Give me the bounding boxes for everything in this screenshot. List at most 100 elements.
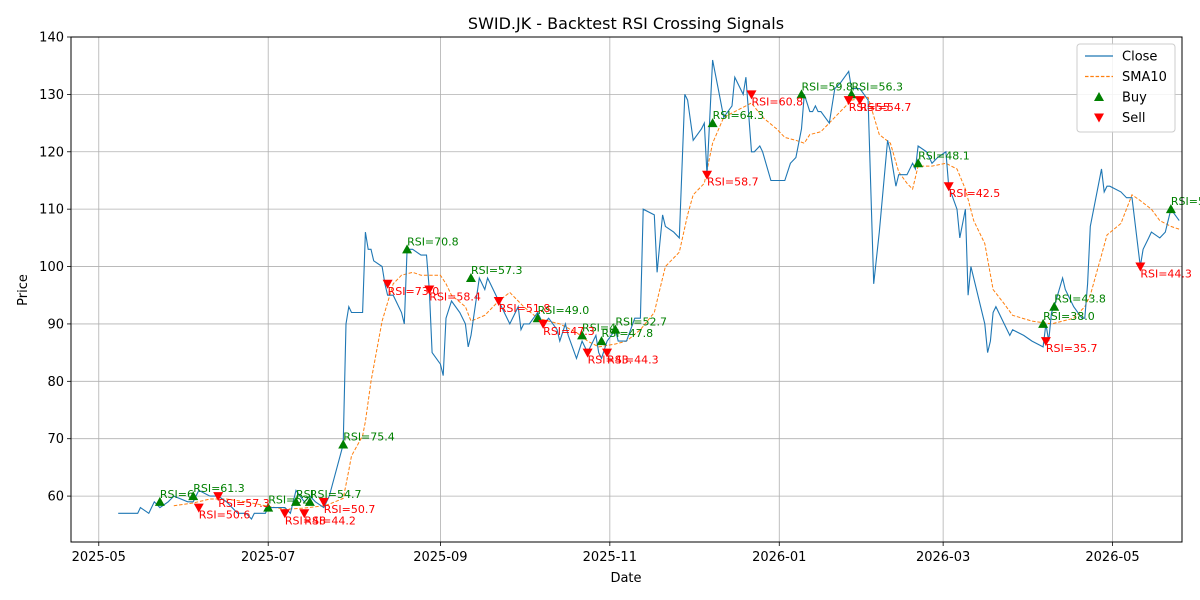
y-tick-label: 100 (39, 260, 64, 275)
sell-marker (854, 96, 865, 106)
close-line (118, 59, 1180, 520)
sell-label: RSI=43. (588, 354, 633, 367)
buy-label: RSI=48.1 (918, 149, 970, 162)
y-tick-label: 140 (39, 31, 64, 46)
buy-marker (402, 244, 413, 254)
buy-label: RSI=59.8 (801, 80, 853, 93)
sell-label: RSI=54.7 (860, 101, 912, 114)
buy-marker (1038, 318, 1049, 328)
buy-marker (1049, 301, 1060, 311)
buy-label: RSI=61.3 (193, 482, 245, 495)
buy-marker (338, 439, 349, 449)
buy-label: RSI=75.4 (343, 430, 395, 443)
buy-marker (796, 89, 807, 99)
buy-label: RSI=4 (582, 321, 616, 334)
sell-marker (538, 319, 549, 329)
sell-marker (602, 348, 613, 358)
sell-marker (193, 503, 204, 513)
y-tick-label: 80 (47, 375, 64, 390)
x-axis-label: Date (610, 571, 641, 586)
buy-marker (154, 496, 165, 506)
y-tick-label: 70 (47, 432, 64, 447)
series-layer (118, 59, 1180, 520)
sell-marker (299, 509, 310, 519)
sell-marker (1135, 262, 1146, 272)
y-tick-label: 130 (39, 88, 64, 103)
buy-label: RSI=49.0 (538, 304, 590, 317)
x-tick-label: 2025-05 (72, 550, 126, 565)
chart-title: SWID.JK - Backtest RSI Crossing Signals (468, 14, 784, 33)
y-tick-label: 110 (39, 203, 64, 218)
sma10-line (173, 96, 1180, 510)
buy-label: RSI=52.7 (615, 316, 667, 329)
sell-marker (382, 279, 393, 289)
buy-label: RSI=43.8 (1054, 293, 1106, 306)
axes: 60 70 80 90 100 110 120 130 140 2025-05 2025-07 202… (39, 31, 1140, 566)
x-tick-label: 2025-11 (583, 550, 637, 565)
sell-label: RSI=50.7 (324, 503, 376, 516)
buy-label: RSI=47.8 (602, 327, 654, 340)
sell-marker (424, 285, 435, 295)
sell-label: RSI=60.8 (751, 95, 803, 108)
sell-marker (213, 492, 224, 502)
buy-marker (577, 330, 588, 340)
y-tick-label: 60 (47, 490, 64, 505)
x-tick-label: 2025-07 (241, 550, 295, 565)
y-tick-label: 120 (39, 145, 64, 160)
buy-marker (263, 502, 274, 512)
buy-label: RSI=57.3 (471, 264, 523, 277)
grid (71, 36, 1182, 542)
sell-label: RSI=44.3 (607, 354, 659, 367)
sell-marker (582, 348, 593, 358)
sell-marker (318, 497, 329, 507)
sell-label: RSI=57.3 (218, 497, 270, 510)
buy-marker (913, 158, 924, 168)
sell-label: RSI=47.3 (543, 325, 595, 338)
buy-label: RSI=56.1 (1171, 195, 1200, 208)
buy-label: RSI=38.0 (1043, 310, 1095, 323)
x-tick-label: 2026-05 (1085, 550, 1139, 565)
legend-label: Close (1122, 50, 1157, 65)
buy-marker (188, 491, 199, 501)
sell-label: RSI=35.7 (1046, 342, 1098, 355)
buy-marker (304, 496, 315, 506)
legend-swatch-buy (1094, 92, 1104, 101)
sell-label: RSI=51.8 (499, 302, 551, 315)
buy-label: RSI=64.3 (713, 109, 765, 122)
buy-marker (707, 118, 718, 128)
sell-label: RSI=44.2 (304, 514, 356, 527)
legend-swatch-sell (1094, 113, 1104, 123)
x-tick-label: 2025-09 (413, 550, 467, 565)
buy-label: RSI (296, 488, 314, 501)
buy-label: RSI=56.3 (851, 80, 903, 93)
legend: Close SMA10 Buy Sell (1076, 43, 1176, 133)
signal-markers: RSI=6 RSI=61.3RSI=52RSIRSI=54.7RSI=75.4RS… (154, 80, 1200, 527)
sell-label: RSI=42.5 (949, 187, 1001, 200)
sell-marker (746, 90, 757, 100)
sell-label: RSI=58.7 (707, 176, 759, 189)
sell-marker (493, 296, 504, 306)
x-tick-label: 2026-03 (916, 550, 970, 565)
buy-marker (465, 273, 476, 283)
buy-label: RSI=54.7 (310, 488, 362, 501)
legend-label: Buy (1122, 91, 1147, 106)
legend-box (1076, 43, 1176, 133)
sell-marker (1040, 337, 1051, 347)
buy-marker (290, 496, 301, 506)
x-tick-label: 2026-01 (752, 550, 806, 565)
sell-label: RSI=50.6 (199, 509, 251, 522)
legend-label: Sell (1122, 111, 1145, 126)
sell-marker (843, 96, 854, 106)
y-axis-label: Price (16, 274, 31, 306)
buy-label: RSI=70.8 (407, 235, 459, 248)
y-tick-label: 90 (47, 317, 64, 332)
sell-label: RSI=58.4 (429, 291, 481, 304)
sell-marker (943, 182, 954, 192)
plot-frame (70, 36, 1183, 543)
legend-label: SMA10 (1122, 70, 1167, 85)
buy-marker (1165, 204, 1176, 214)
buy-label: RSI=6 (160, 488, 194, 501)
buy-marker (596, 336, 607, 346)
